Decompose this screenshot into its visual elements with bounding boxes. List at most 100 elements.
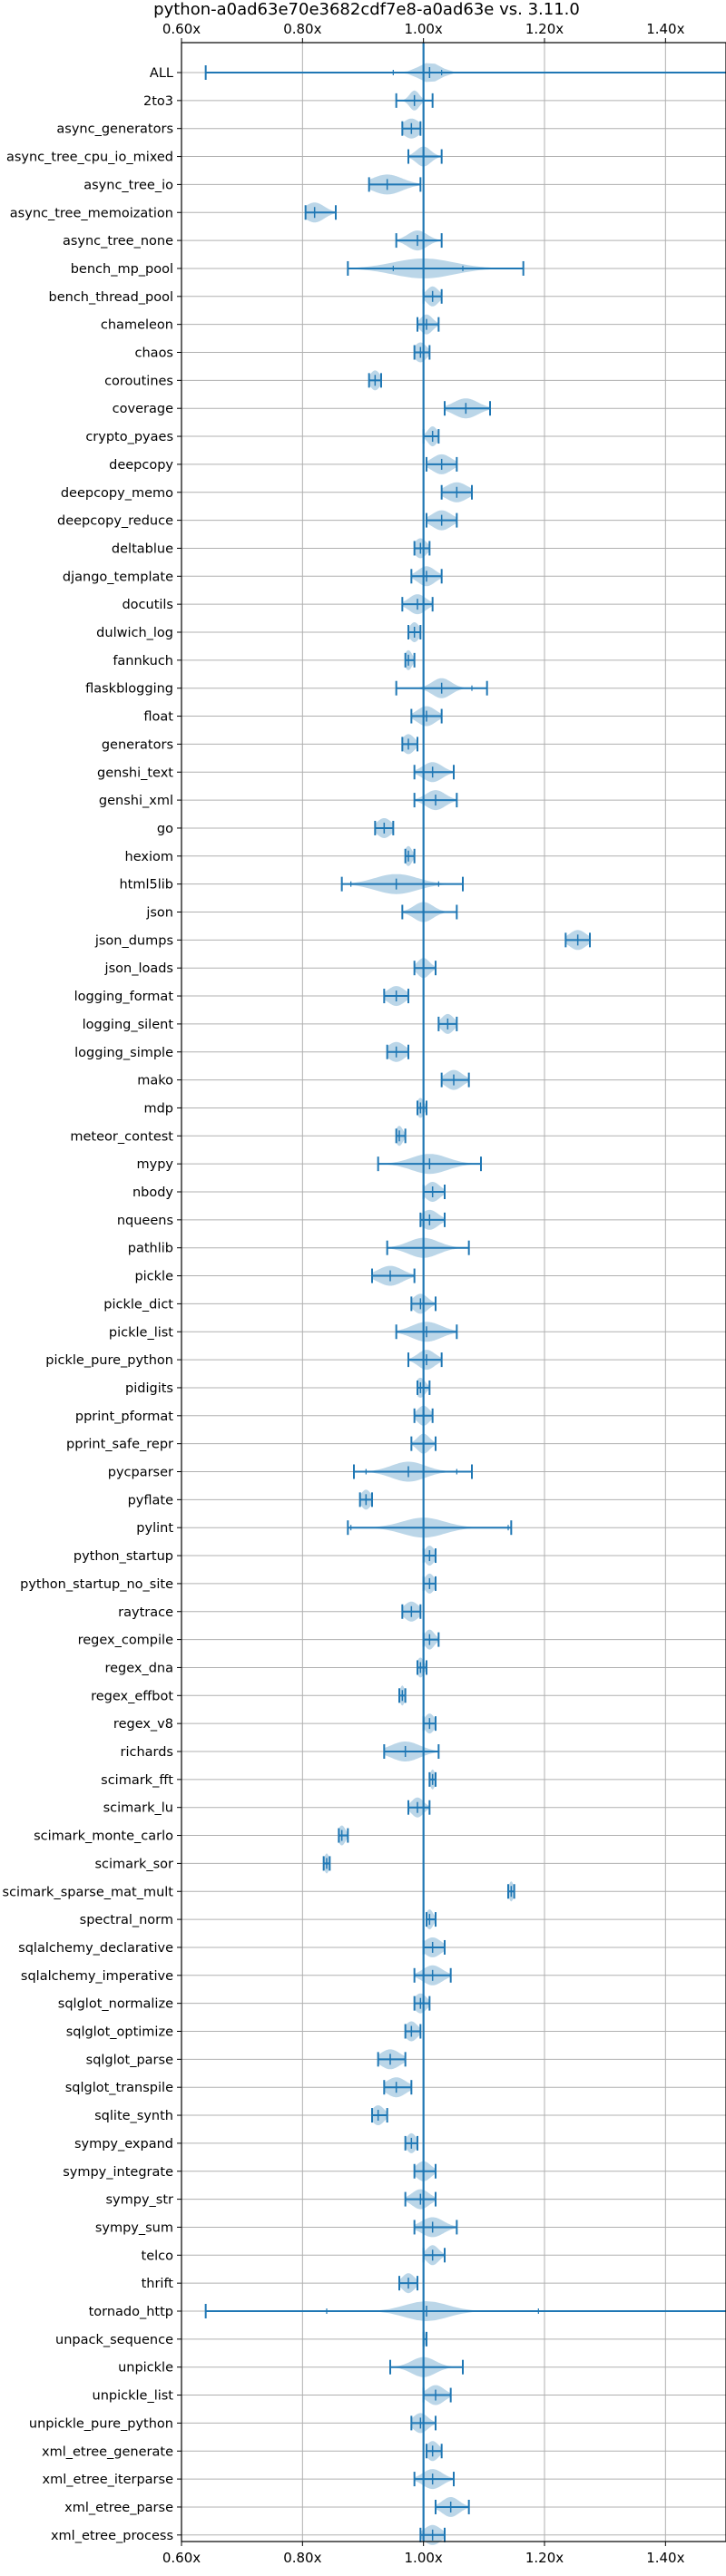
x-tick-label-top: 0.80x <box>283 21 321 37</box>
category-label: coverage <box>113 402 173 416</box>
chart-title: python-a0ad63e70e3682cdf7e8-a0ad63e vs. … <box>153 0 580 19</box>
category-label: regex_compile <box>78 1634 173 1648</box>
category-label: async_tree_io <box>83 178 173 192</box>
category-label: scimark_sparse_mat_mult <box>3 1885 174 1899</box>
category-label: xml_etree_process <box>51 2529 173 2543</box>
category-label: dulwich_log <box>96 626 173 640</box>
category-label: deltablue <box>112 542 173 556</box>
x-tick-label-bottom: 1.40x <box>646 2550 684 2566</box>
category-label: html5lib <box>119 878 173 893</box>
category-label: pidigits <box>125 1381 173 1396</box>
x-tick-label-bottom: 1.20x <box>525 2550 564 2566</box>
category-label: coroutines <box>104 374 173 388</box>
category-label: telco <box>142 2249 174 2263</box>
category-label: async_tree_cpu_io_mixed <box>6 151 173 165</box>
category-label: spectral_norm <box>80 1913 173 1927</box>
category-label: django_template <box>63 570 173 584</box>
x-tick-label-top: 1.00x <box>405 21 443 37</box>
category-label: chameleon <box>101 318 173 333</box>
category-label: pycparser <box>108 1466 173 1480</box>
category-label: bench_thread_pool <box>49 290 173 305</box>
category-label: async_tree_none <box>63 234 173 249</box>
category-label: crypto_pyaes <box>85 430 173 444</box>
category-label: logging_silent <box>83 1018 174 1032</box>
category-label: float <box>143 710 173 725</box>
category-label: logging_simple <box>74 1046 173 1060</box>
plot-frame <box>181 42 726 2542</box>
category-label: regex_effbot <box>91 1689 173 1703</box>
category-label: unpack_sequence <box>55 2333 173 2347</box>
category-label: pylint <box>136 1521 173 1536</box>
category-label: mdp <box>143 1101 173 1116</box>
category-label: xml_etree_generate <box>42 2444 173 2459</box>
category-label: sympy_expand <box>74 2137 173 2152</box>
category-label: docutils <box>122 598 173 612</box>
category-label: regex_v8 <box>113 1717 173 1732</box>
category-label: unpickle_pure_python <box>29 2416 173 2431</box>
category-label: hexiom <box>125 850 173 864</box>
category-label: generators <box>102 737 173 752</box>
category-label: pickle_dict <box>103 1297 173 1312</box>
category-label: nbody <box>132 1186 173 1200</box>
category-label: mypy <box>137 1157 174 1172</box>
category-label: async_generators <box>56 122 173 137</box>
x-tick-label-bottom: 0.60x <box>162 2550 201 2566</box>
category-label: python_startup_no_site <box>20 1577 173 1592</box>
category-label: scimark_sor <box>94 1857 173 1871</box>
category-label: pickle <box>134 1270 173 1284</box>
x-tick-label-top: 1.40x <box>646 21 684 37</box>
category-label: go <box>157 822 173 836</box>
category-label: 2to3 <box>143 94 173 109</box>
x-tick-label-top: 0.60x <box>162 21 201 37</box>
x-tick-label-bottom: 0.80x <box>283 2550 321 2566</box>
category-label: thrift <box>142 2277 174 2291</box>
category-label: unpickle <box>118 2361 173 2376</box>
category-label: sqlalchemy_imperative <box>21 1969 173 1984</box>
category-label: ALL <box>150 66 173 81</box>
category-label: sqlglot_normalize <box>58 1997 173 2012</box>
category-label: richards <box>120 1745 173 1760</box>
category-label: pprint_pformat <box>75 1410 173 1424</box>
x-tick-label-top: 1.20x <box>525 21 564 37</box>
category-label: xml_etree_iterparse <box>43 2473 174 2487</box>
grid-layer <box>181 43 726 2542</box>
category-label: logging_format <box>74 990 174 1004</box>
category-label: unpickle_list <box>93 2389 174 2404</box>
category-label: raytrace <box>118 1605 173 1620</box>
category-label: fannkuch <box>113 654 173 668</box>
category-label: pickle_pure_python <box>45 1353 173 1368</box>
category-label: deepcopy_reduce <box>57 514 173 529</box>
category-label: chaos <box>135 346 173 361</box>
category-label: bench_mp_pool <box>71 262 173 277</box>
category-label: genshi_text <box>97 766 173 780</box>
category-label: python_startup <box>74 1549 173 1564</box>
category-label: sqlalchemy_declarative <box>18 1941 173 1956</box>
category-label: meteor_contest <box>70 1129 173 1144</box>
category-label: nqueens <box>117 1214 173 1228</box>
category-label: pprint_safe_repr <box>66 1438 173 1452</box>
category-label: sqlglot_transpile <box>65 2081 173 2095</box>
category-label: json_loads <box>104 961 173 976</box>
category-label: flaskblogging <box>85 682 173 697</box>
category-label: async_tree_memoization <box>10 206 173 220</box>
category-label: sqlglot_parse <box>86 2053 173 2067</box>
category-label: sympy_sum <box>95 2220 173 2235</box>
x-tick-label-bottom: 1.00x <box>405 2550 443 2566</box>
category-label: json <box>145 906 173 921</box>
category-label-layer: ALL 2to3 async_generators async_tree_cpu_io… <box>3 66 174 2543</box>
category-label: deepcopy_memo <box>61 486 173 501</box>
category-label: mako <box>137 1074 173 1088</box>
category-label: pyflate <box>128 1493 173 1508</box>
category-label: deepcopy <box>109 458 173 473</box>
category-label: scimark_lu <box>103 1801 173 1816</box>
category-label: sympy_str <box>106 2193 174 2208</box>
category-label: json_dumps <box>94 933 173 948</box>
category-label: scimark_fft <box>101 1773 173 1788</box>
category-label: sqlite_synth <box>94 2109 173 2123</box>
category-label: pickle_list <box>109 1325 173 1340</box>
category-label: tornado_http <box>89 2305 173 2319</box>
category-label: xml_etree_parse <box>64 2501 173 2515</box>
category-label: scimark_monte_carlo <box>34 1830 173 1844</box>
category-label: pathlib <box>128 1242 173 1256</box>
